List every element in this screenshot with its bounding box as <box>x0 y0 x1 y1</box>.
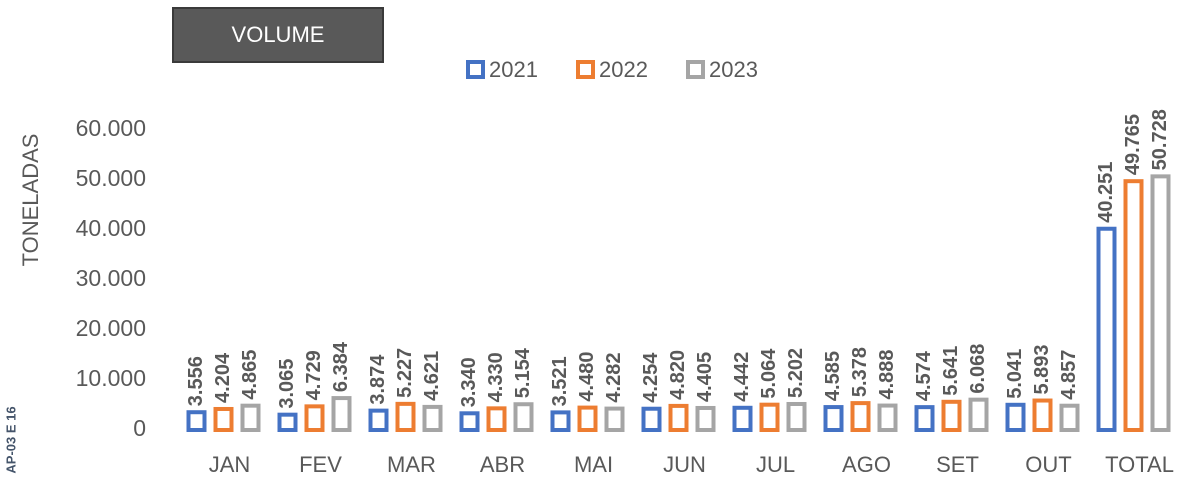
y-axis-label: TONELADAS <box>18 134 43 267</box>
bar <box>641 406 662 433</box>
x-tick-label: FEV <box>299 452 342 477</box>
value-label: 3.874 <box>367 354 389 405</box>
bar <box>877 403 898 432</box>
value-label: 6.384 <box>330 341 352 392</box>
value-label: 4.865 <box>239 350 261 400</box>
x-tick-label: JUN <box>663 452 706 477</box>
bar <box>331 396 352 432</box>
bar <box>513 402 534 433</box>
value-label: 5.227 <box>394 348 416 398</box>
bar <box>604 406 625 432</box>
bar <box>577 405 598 433</box>
bar <box>550 410 571 432</box>
x-tick-label: JUL <box>756 452 795 477</box>
chart-title: VOLUME <box>232 22 325 47</box>
x-tick-label: JAN <box>209 452 251 477</box>
value-label: 4.820 <box>667 350 689 400</box>
bar <box>213 406 234 433</box>
x-tick-label: SET <box>936 452 979 477</box>
value-label: 4.857 <box>1058 350 1080 400</box>
value-label: 4.204 <box>212 352 234 403</box>
legend-label: 2021 <box>489 57 538 82</box>
y-tick-label: 60.000 <box>76 115 146 141</box>
bar <box>486 406 507 433</box>
legend-label: 2023 <box>709 57 758 82</box>
value-label: 4.405 <box>694 352 716 402</box>
bar <box>459 411 480 432</box>
value-label: 4.330 <box>485 352 507 402</box>
value-label: 4.574 <box>913 350 935 401</box>
value-label: 4.585 <box>822 351 844 401</box>
value-label: 50.728 <box>1149 109 1171 170</box>
y-tick-label: 0 <box>133 415 146 441</box>
legend-swatch <box>466 60 485 79</box>
bar <box>732 405 753 433</box>
bar <box>786 401 807 432</box>
x-tick-label: TOTAL <box>1105 452 1174 477</box>
bar <box>668 403 689 432</box>
value-label: 4.888 <box>876 349 898 399</box>
bar <box>1005 402 1026 433</box>
value-label: 5.378 <box>849 347 871 397</box>
x-tick-label: MAR <box>387 452 436 477</box>
bar <box>368 408 389 433</box>
bar <box>186 410 207 433</box>
bar <box>277 412 298 432</box>
bar <box>695 405 716 433</box>
bar <box>968 397 989 433</box>
title-box <box>172 7 384 63</box>
value-label: 5.064 <box>758 348 780 399</box>
value-label: 4.254 <box>640 352 662 403</box>
bar <box>850 401 871 432</box>
bar <box>1096 226 1117 432</box>
bar <box>759 402 780 432</box>
bar <box>240 403 261 432</box>
value-label: 4.729 <box>303 350 325 400</box>
x-tick-label: AGO <box>842 452 891 477</box>
y-tick-label: 30.000 <box>76 265 146 291</box>
value-label: 5.041 <box>1004 349 1026 399</box>
y-tick-label: 20.000 <box>76 315 146 341</box>
legend-swatch <box>576 60 595 79</box>
value-label: 3.556 <box>185 356 207 406</box>
y-tick-label: 50.000 <box>76 165 146 191</box>
annotation: AP-03 E 16 <box>3 406 18 473</box>
legend-label: 2022 <box>599 57 648 82</box>
value-label: 49.765 <box>1122 114 1144 175</box>
value-label: 5.202 <box>785 348 807 398</box>
x-tick-label: OUT <box>1025 452 1071 477</box>
value-label: 3.065 <box>276 359 298 409</box>
y-tick-label: 40.000 <box>76 215 146 241</box>
bar <box>1123 179 1144 432</box>
value-label: 5.154 <box>512 347 534 398</box>
bar <box>1032 398 1053 433</box>
value-label: 4.442 <box>731 352 753 402</box>
value-label: 4.480 <box>576 352 598 402</box>
value-label: 4.621 <box>421 351 443 401</box>
bar <box>395 401 416 432</box>
value-label: 5.641 <box>940 346 962 396</box>
value-label: 4.282 <box>603 353 625 403</box>
value-label: 3.521 <box>549 356 571 406</box>
bar <box>1059 403 1080 432</box>
legend-swatch <box>686 60 705 79</box>
x-tick-label: MAI <box>574 452 613 477</box>
bar <box>422 404 443 432</box>
bar <box>914 405 935 433</box>
bar <box>823 405 844 433</box>
bar <box>1150 174 1171 432</box>
value-label: 5.893 <box>1031 344 1053 394</box>
y-tick-label: 10.000 <box>76 365 146 391</box>
value-label: 6.068 <box>967 344 989 394</box>
x-tick-label: ABR <box>480 452 525 477</box>
value-label: 40.251 <box>1095 162 1117 223</box>
bar <box>304 404 325 433</box>
bar <box>941 399 962 433</box>
value-label: 3.340 <box>458 357 480 407</box>
